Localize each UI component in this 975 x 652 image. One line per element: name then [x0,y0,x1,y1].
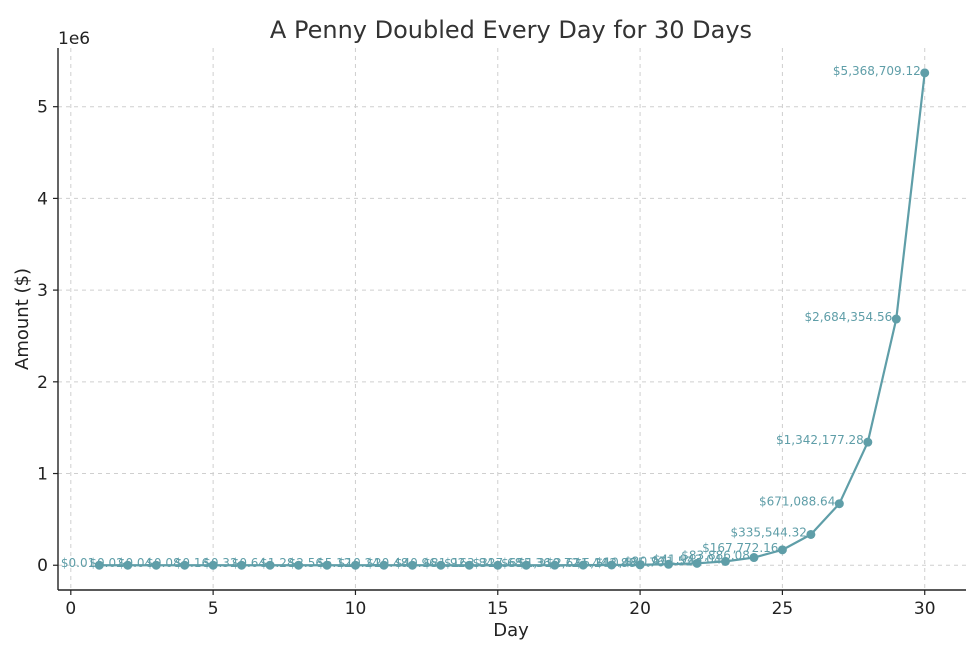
data-label: $20,971.52 [624,554,693,568]
data-label: $5,368,709.12 [833,64,921,78]
data-label: $81.92 [423,556,465,570]
data-point [208,560,218,570]
x-tick-label: 20 [629,599,651,619]
data-label: $1,342,177.28 [776,433,864,447]
ticks: 0 5 10 15 20 25 30 0 1 2 3 4 5 [37,98,935,619]
series [94,68,930,570]
data-label: $0.02 [89,556,123,570]
data-label: $1.28 [260,556,294,570]
data-point [607,560,617,570]
data-label: $2,621.44 [547,556,608,570]
data-point [493,560,503,570]
data-point [720,556,730,566]
data-point [237,560,247,570]
y-tick-label: 4 [37,189,48,209]
data-label: $335,544.32 [731,525,807,539]
axes [57,48,966,591]
x-tick-label: 30 [914,599,936,619]
data-point [407,560,417,570]
data-label: $0.01 [61,556,95,570]
data-point [521,560,531,570]
series-line [99,72,926,567]
y-axis-label: Amount ($) [12,268,33,370]
x-tick-label: 5 [208,599,219,619]
data-label: $40.96 [395,556,437,570]
data-label: $5,242.88 [575,556,636,570]
data-label: $1,310.72 [518,556,579,570]
x-tick-label: 0 [65,599,76,619]
data-label: $163.84 [444,556,494,570]
y-tick-label: 5 [37,98,48,118]
data-label: $2.56 [289,556,323,570]
x-tick-label: 15 [487,599,509,619]
data-label: $167,772.16 [702,541,778,555]
data-point [123,560,133,570]
data-label: $655.36 [501,556,551,570]
data-label: $671,088.64 [759,495,835,509]
data-point [834,499,844,509]
data-label: $0.16 [175,556,209,570]
data-label: $20.48 [366,556,408,570]
data-label: $10.24 [338,556,380,570]
data-label: $83,886.08 [681,549,750,563]
chart-title: A Penny Doubled Every Day for 30 Days [270,16,752,44]
y-tick-label: 0 [37,556,48,576]
data-point [806,529,816,539]
data-label: $327.68 [473,556,523,570]
data-label: $10,485.76 [596,555,665,569]
data-point [692,558,702,568]
data-point [664,559,674,569]
x-tick-label: 25 [772,599,794,619]
data-point [436,560,446,570]
data-labels: $0.01$0.02$0.04$0.08$0.16$0.32$0.64$1.28… [61,64,921,570]
data-point [322,560,332,570]
grid [58,48,966,590]
data-label: $0.04 [118,556,152,570]
data-point [180,560,190,570]
y-tick-label: 3 [37,281,48,301]
data-label: $41,943.04 [653,552,722,566]
y-axis-offset-label: 1e6 [58,29,90,49]
y-tick-label: 2 [37,373,48,393]
data-point [578,560,588,570]
data-point [294,560,304,570]
data-point [863,437,873,447]
data-point [464,560,474,570]
data-point [151,560,161,570]
x-axis-label: Day [493,620,529,641]
data-point [891,314,901,324]
data-point [777,545,787,555]
data-label: $0.64 [232,556,266,570]
data-point [749,553,759,563]
data-point [635,560,645,570]
x-tick-label: 10 [345,599,367,619]
data-point [379,560,389,570]
data-label: $2,684,354.56 [804,310,892,324]
data-point [350,560,360,570]
y-tick-label: 1 [37,465,48,485]
data-point [265,560,275,570]
data-label: $5.12 [317,556,351,570]
data-label: $0.08 [146,556,180,570]
data-point [94,560,104,570]
data-label: $0.32 [203,556,237,570]
data-point [920,68,930,78]
data-point [550,560,560,570]
